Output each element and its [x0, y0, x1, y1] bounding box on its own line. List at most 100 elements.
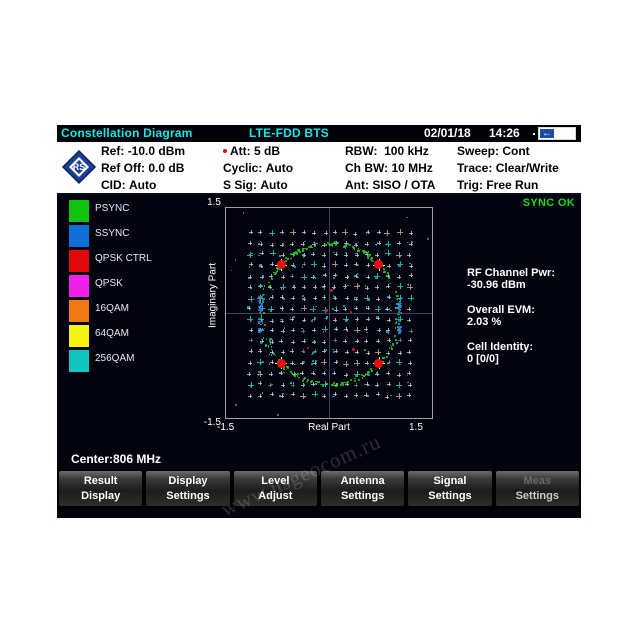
softkey-result-display[interactable]: Result Display	[58, 470, 144, 507]
data-point-marker	[335, 392, 337, 397]
data-point	[407, 381, 409, 384]
data-point-marker	[388, 241, 390, 248]
data-point	[261, 285, 263, 287]
data-point	[347, 243, 350, 245]
data-point	[273, 273, 276, 276]
data-point	[332, 295, 335, 297]
data-point	[270, 338, 273, 340]
data-point	[320, 245, 323, 248]
data-point-marker	[259, 370, 261, 377]
legend-item-ssync[interactable]: SSYNC	[69, 224, 189, 249]
data-point	[261, 296, 264, 298]
softkey-meas-settings[interactable]: Meas Settings	[494, 470, 580, 507]
legend-item-psync[interactable]: PSYNC	[69, 199, 189, 224]
data-point-marker	[366, 338, 368, 343]
data-point	[395, 298, 398, 301]
legend-item-16qam[interactable]: 16QAM	[69, 299, 189, 324]
data-point	[365, 306, 368, 308]
softkey-line1: Meas	[523, 474, 552, 487]
data-point-marker	[271, 360, 273, 365]
data-point	[295, 252, 297, 255]
data-point-marker	[249, 305, 251, 310]
data-point-marker	[312, 305, 314, 312]
data-point-marker	[323, 358, 325, 365]
header-field-cid: CID: Auto	[101, 178, 157, 192]
data-point	[292, 382, 295, 385]
data-point	[345, 251, 347, 254]
data-point	[300, 340, 303, 343]
data-point	[313, 245, 316, 248]
data-point-marker	[399, 229, 401, 236]
data-point	[378, 306, 380, 309]
data-point	[284, 257, 287, 259]
data-point	[333, 395, 336, 398]
data-point-marker	[409, 252, 411, 257]
data-point	[396, 306, 399, 309]
legend-item-64qam[interactable]: 64QAM	[69, 324, 189, 349]
legend-label: QPSK CTRL	[95, 253, 152, 264]
data-point	[330, 289, 333, 292]
data-point-marker	[410, 294, 412, 301]
data-point-marker	[271, 350, 273, 355]
data-point	[315, 360, 317, 363]
softkey-display-settings[interactable]: Display Settings	[145, 470, 231, 507]
data-point	[314, 243, 317, 245]
data-point-marker	[314, 285, 316, 290]
data-point	[386, 331, 388, 333]
data-point-marker	[323, 294, 325, 299]
data-point	[345, 245, 347, 248]
data-point	[397, 311, 400, 313]
plot-canvas[interactable]	[225, 207, 433, 419]
data-point	[319, 383, 322, 386]
data-point-marker	[250, 262, 252, 267]
data-point-marker	[314, 261, 316, 268]
result-key: Cell Identity:	[467, 341, 534, 353]
data-point	[334, 328, 337, 330]
data-point	[328, 243, 330, 246]
data-point	[398, 316, 401, 319]
legend-item-qpsk-ctrl[interactable]: QPSK CTRL	[69, 249, 189, 274]
data-point	[291, 372, 293, 375]
data-point-marker	[303, 229, 305, 234]
data-point	[303, 351, 305, 354]
data-point-marker	[410, 329, 412, 334]
data-point-marker	[324, 326, 326, 333]
data-point	[368, 371, 370, 373]
data-point	[287, 257, 289, 260]
data-point	[294, 266, 296, 268]
data-point-marker	[399, 393, 401, 400]
data-point	[261, 322, 264, 324]
softkey-level-adjust[interactable]: Level Adjust	[232, 470, 318, 507]
data-point	[311, 380, 313, 382]
data-point-marker	[366, 382, 368, 387]
data-point	[395, 318, 398, 321]
legend-swatch	[69, 225, 89, 247]
data-point	[258, 254, 260, 257]
data-point	[396, 342, 398, 344]
data-point	[259, 264, 261, 266]
header-field-att: Att: 5 dB	[223, 143, 293, 160]
data-point-marker	[398, 381, 400, 388]
softkey-antenna-settings[interactable]: Antenna Settings	[319, 470, 406, 507]
data-point	[349, 311, 352, 314]
data-point	[265, 344, 267, 346]
data-point	[398, 265, 400, 268]
y-axis-label: Imaginary Part	[207, 262, 219, 329]
data-point	[316, 381, 319, 383]
data-point	[311, 363, 313, 366]
legend-item-qpsk[interactable]: QPSK	[69, 274, 189, 299]
data-point-marker	[293, 328, 295, 333]
data-point	[276, 260, 286, 270]
data-point	[366, 230, 369, 233]
data-point	[387, 362, 390, 365]
data-point-marker	[323, 371, 325, 376]
softkey-line2: Adjust	[258, 489, 293, 502]
data-point	[352, 348, 355, 351]
data-point	[335, 242, 338, 245]
softkey-signal-settings[interactable]: Signal Settings	[407, 470, 493, 507]
data-point	[388, 253, 390, 255]
data-point	[398, 306, 400, 309]
legend-item-256qam[interactable]: 256QAM	[69, 349, 189, 374]
data-point	[292, 264, 294, 267]
data-point-marker	[323, 242, 325, 247]
